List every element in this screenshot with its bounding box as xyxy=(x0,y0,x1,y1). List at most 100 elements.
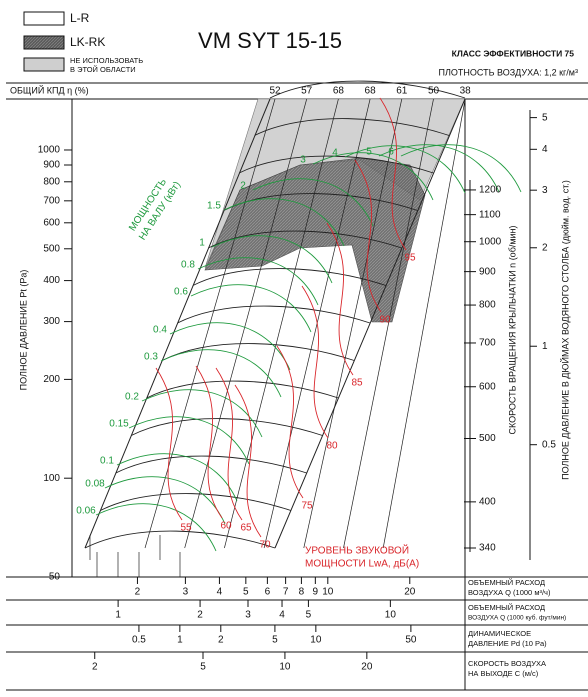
pd-ticks-label: 50 xyxy=(405,635,417,646)
power-value: 0.2 xyxy=(125,392,139,403)
sound-curve xyxy=(326,222,354,376)
rpm-line xyxy=(269,80,466,99)
legend-label: В ЭТОЙ ОБЛАСТИ xyxy=(70,65,136,74)
pd-ticks-label: 10 xyxy=(310,635,322,646)
y-tick-label: 300 xyxy=(43,316,60,327)
c-ticks-label: 2 xyxy=(92,662,98,673)
pd-label: ДИНАМИЧЕСКОЕ xyxy=(468,629,531,638)
cfm-ticks-label: 5 xyxy=(306,610,312,621)
rpm-line xyxy=(131,418,323,436)
sound-curve xyxy=(234,384,262,538)
rpm-line xyxy=(84,530,276,549)
power-value: 0.08 xyxy=(85,479,105,490)
xticks-label: 3 xyxy=(183,587,189,598)
efficiency-line xyxy=(144,98,276,549)
c-ticks-label: 20 xyxy=(361,662,373,673)
efficiency-line xyxy=(303,98,403,549)
sound-label: МОЩНОСТИ LwA, дБ(A) xyxy=(305,559,419,570)
legend-label: L-R xyxy=(70,11,90,25)
power-value: 1 xyxy=(199,238,205,249)
y-tick-label: 900 xyxy=(43,160,60,171)
rpm-line xyxy=(254,118,450,136)
sound-label: УРОВЕНЬ ЗВУКОВОЙ xyxy=(305,544,409,557)
inch-tick-label: 5 xyxy=(542,112,548,123)
sound-value: 80 xyxy=(326,441,338,452)
inch-tick-label: 2 xyxy=(542,242,548,253)
y-tick-label: 100 xyxy=(43,473,60,484)
power-curve xyxy=(400,144,522,193)
efficiency-value: 61 xyxy=(396,86,408,97)
sound-curve xyxy=(195,365,223,519)
legend-swatch xyxy=(23,57,65,72)
efficiency-value: 50 xyxy=(428,86,440,97)
power-curve xyxy=(197,257,319,306)
power-curve xyxy=(104,476,226,525)
power-value: 0.15 xyxy=(109,419,129,430)
xticks-label: 4 xyxy=(217,587,223,598)
pd-ticks-label: 2 xyxy=(218,635,224,646)
cfm-ticks-label: 2 xyxy=(197,610,203,621)
y-tick-label: 800 xyxy=(43,176,60,187)
efficiency-value: 52 xyxy=(269,86,281,97)
pd-ticks-label: 5 xyxy=(272,635,278,646)
efficiency-label: ОБЩИЙ КПД η (%) xyxy=(10,84,89,95)
sound-value: 55 xyxy=(180,523,192,534)
power-curve xyxy=(252,178,374,227)
rpm-tick-label: 600 xyxy=(479,381,496,392)
inch-tick-label: 1 xyxy=(542,341,548,352)
sound-value: 90 xyxy=(379,315,391,326)
efficiency-line xyxy=(382,98,466,549)
y-tick-label: 500 xyxy=(43,243,60,254)
pd-ticks-label: 0.5 xyxy=(132,635,146,646)
xticks-label: 20 xyxy=(404,587,416,598)
efficiency-class: КЛАСС ЭФФЕКТИВНОСТИ 75 xyxy=(452,48,575,58)
rpm-tick-label: 500 xyxy=(479,433,496,444)
y-axis-label: ПОЛНОЕ ДАВЛЕНИЕ Pt (Pa) xyxy=(18,270,28,391)
air-density: ПЛОТНОСТЬ ВОЗДУХА: 1,2 кг/м³ xyxy=(439,67,578,77)
sound-curve xyxy=(354,159,382,313)
rpm-tick-label: 340 xyxy=(479,543,496,554)
power-curve xyxy=(169,322,291,371)
power-value: 0.6 xyxy=(174,287,188,298)
y-tick-label: 400 xyxy=(43,275,60,286)
xticks-label: 5 xyxy=(243,587,249,598)
boundary xyxy=(274,98,466,549)
power-value: 0.8 xyxy=(181,260,195,271)
rpm-axis-label: СКОРОСТЬ ВРАЩЕНИЯ КРЫЛЬЧАТКИ n (об/мин) xyxy=(507,225,517,434)
rpm-tick-label: 1100 xyxy=(479,209,501,220)
power-curve xyxy=(344,145,466,194)
rpm-tick-label: 700 xyxy=(479,338,496,349)
boundary xyxy=(84,98,271,549)
q-label: ВОЗДУХА Q (1000 м³/ч) xyxy=(468,588,551,597)
legend-label: LK-RK xyxy=(70,35,105,49)
efficiency-value: 68 xyxy=(333,86,345,97)
power-value: 4 xyxy=(332,148,338,159)
cfm-label: ВОЗДУХА Q (1000 куб. фут/мин) xyxy=(468,614,566,622)
power-value: 5 xyxy=(366,147,372,158)
sound-curve xyxy=(379,97,407,251)
rpm-tick-label: 400 xyxy=(479,497,496,508)
sound-value: 85 xyxy=(351,378,363,389)
cfm-ticks-label: 10 xyxy=(385,610,397,621)
power-value: 0.1 xyxy=(100,456,114,467)
efficiency-line xyxy=(184,98,308,549)
power-value: 0.3 xyxy=(144,352,158,363)
power-value: 0.06 xyxy=(76,506,96,517)
c-label: СКОРОСТЬ ВОЗДУХА xyxy=(468,659,546,668)
xticks-label: 2 xyxy=(135,587,141,598)
efficiency-value: 57 xyxy=(301,86,313,97)
xticks-label: 9 xyxy=(313,587,319,598)
rpm-line xyxy=(146,380,339,399)
legend-swatch xyxy=(23,11,65,26)
sound-value: 75 xyxy=(301,501,313,512)
sound-value: 95 xyxy=(404,253,416,264)
efficiency-line xyxy=(224,98,339,549)
power-curve xyxy=(141,389,263,438)
chart-title: VM SYT 15-15 xyxy=(198,28,342,53)
power-value: 0.4 xyxy=(153,325,167,336)
power-value: 1.5 xyxy=(207,201,221,212)
xticks-label: 7 xyxy=(283,587,289,598)
c-ticks-label: 5 xyxy=(200,662,206,673)
y-tick-label: 200 xyxy=(43,374,60,385)
